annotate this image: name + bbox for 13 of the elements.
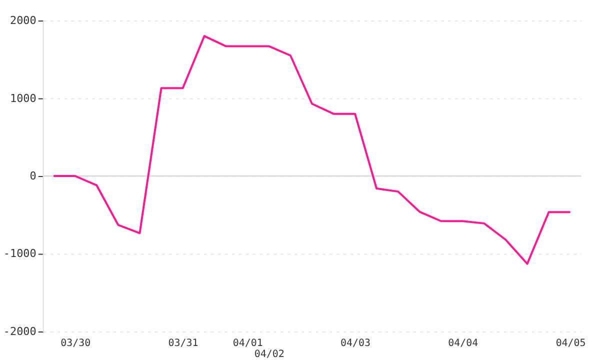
y-tick-label: -2000: [3, 324, 36, 338]
x-tick-label: 04/04: [448, 338, 478, 349]
x-tick-label: 04/02: [254, 348, 284, 360]
line-series: [52, 35, 572, 265]
x-tick-label: 04/01: [232, 338, 263, 349]
x-tick-label: 04/05: [556, 338, 586, 349]
y-tick-label: 2000: [10, 14, 36, 28]
y-tick-label: -1000: [3, 247, 36, 260]
y-tick-label: 1000: [10, 92, 36, 105]
x-tick-label: 03/31: [168, 338, 198, 349]
x-tick-label: 04/03: [340, 338, 370, 349]
x-tick-label: 03/30: [60, 338, 91, 349]
y-tick-label: 0: [30, 170, 36, 183]
